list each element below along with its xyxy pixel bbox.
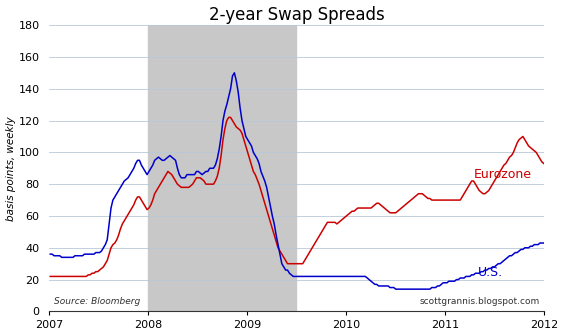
Text: Source: Bloomberg: Source: Bloomberg — [54, 297, 140, 306]
Y-axis label: basis points, weekly: basis points, weekly — [6, 116, 16, 220]
Text: scottgrannis.blogspot.com: scottgrannis.blogspot.com — [419, 297, 539, 306]
Bar — [148, 25, 297, 311]
Text: Eurozone: Eurozone — [474, 168, 531, 181]
Text: U.S.: U.S. — [478, 266, 503, 280]
Title: 2-year Swap Spreads: 2-year Swap Spreads — [209, 6, 385, 24]
